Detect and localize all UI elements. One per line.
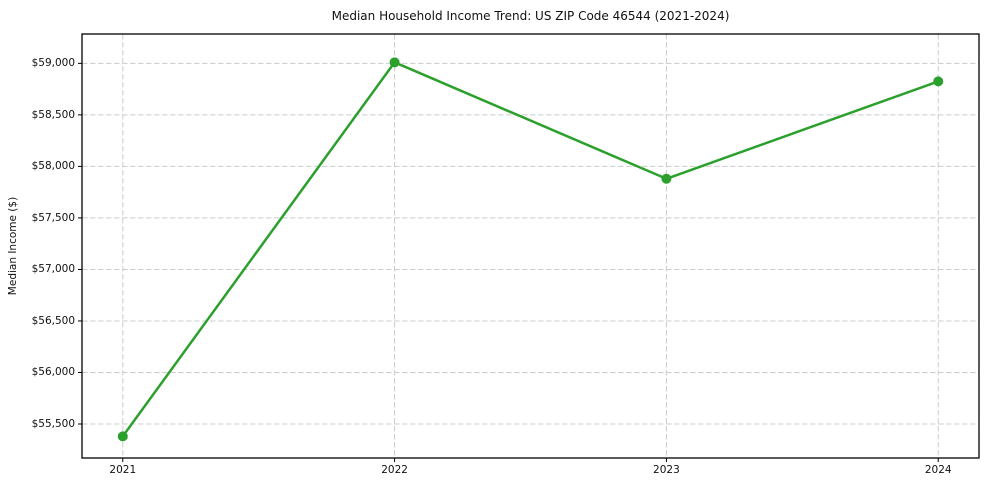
chart-title: Median Household Income Trend: US ZIP Co…	[331, 9, 730, 23]
plot-frame	[81, 33, 980, 459]
y-tick-label: $56,000	[31, 366, 75, 379]
data-point-marker	[389, 57, 400, 68]
data-point-marker	[933, 76, 944, 87]
y-tick-label: $59,000	[31, 57, 75, 70]
y-tick-label: $58,000	[31, 160, 75, 173]
data-point-marker	[117, 431, 128, 442]
y-tick-label: $57,500	[31, 211, 75, 224]
data-point-marker	[661, 173, 672, 184]
y-tick-label: $57,000	[31, 263, 75, 276]
y-tick-label: $55,500	[31, 417, 75, 430]
y-tick-label: $56,500	[31, 314, 75, 327]
series-line-median-household-income	[121, 61, 940, 438]
x-tick-label: 2023	[653, 464, 680, 476]
x-tick-label: 2022	[381, 464, 408, 476]
x-tick-label: 2021	[109, 464, 137, 476]
y-tick-label: $58,500	[31, 108, 75, 121]
x-tick-label: 2024	[924, 464, 952, 476]
